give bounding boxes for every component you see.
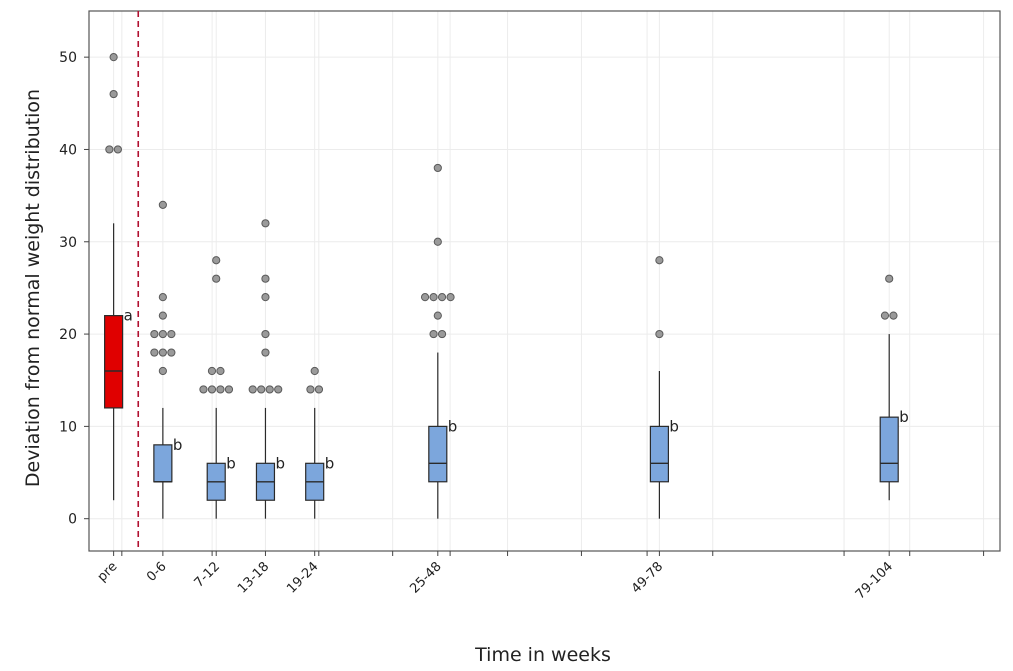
x-tick-label: 19-24	[284, 559, 321, 596]
outlier-point	[420, 293, 430, 302]
box-group-25-48: b	[420, 163, 458, 519]
outlier-point	[248, 385, 257, 394]
outlier-point	[216, 366, 225, 376]
outlier-point	[109, 89, 118, 99]
outlier-point	[274, 385, 283, 394]
outlier-point	[437, 293, 447, 302]
x-tick-label: 13-18	[235, 559, 272, 596]
outlier-point	[265, 385, 274, 394]
significance-letter: b	[275, 454, 285, 472]
x-tick-label: 79-104	[853, 559, 896, 602]
outlier-point	[261, 219, 270, 228]
outlier-point	[433, 163, 442, 173]
outlier-point	[655, 256, 664, 265]
x-axis: pre 0-6 7-12 13-18 19-24 25-48 49-78 79-104	[95, 551, 985, 602]
outlier-point	[261, 348, 270, 357]
outlier-point	[261, 274, 270, 283]
outlier-point	[158, 200, 167, 209]
outlier-point	[167, 329, 176, 339]
box-series: a b b b b b b b	[104, 53, 909, 519]
outlier-point	[880, 311, 890, 320]
outlier-point	[216, 385, 225, 394]
outlier-point	[212, 274, 221, 283]
y-axis-title: Deviation from normal weight distributio…	[22, 89, 44, 487]
x-tick-label: 25-48	[407, 559, 444, 596]
x-tick-label: 7-12	[192, 559, 223, 590]
outlier-point	[105, 145, 114, 154]
y-tick-label: 20	[59, 327, 77, 343]
x-tick-label: pre	[95, 559, 121, 585]
outlier-point	[158, 348, 167, 357]
box-group-pre: a	[104, 53, 133, 501]
plot-border	[88, 10, 1001, 552]
outlier-point	[261, 293, 270, 302]
significance-letter: b	[173, 436, 183, 454]
outlier-point	[306, 385, 315, 394]
box-group-13-18: b	[248, 219, 285, 519]
y-tick-label: 30	[59, 235, 77, 251]
significance-letter: b	[669, 417, 679, 435]
outlier-point	[429, 293, 438, 302]
significance-letter: b	[448, 417, 458, 435]
outlier-point	[885, 274, 894, 283]
y-tick-label: 10	[59, 419, 77, 435]
iqr-box	[879, 416, 899, 483]
y-tick-label: 40	[59, 142, 77, 158]
outlier-point	[433, 311, 442, 320]
outlier-point	[310, 366, 319, 376]
box-group-7-12: b	[199, 256, 236, 519]
significance-letter: b	[325, 454, 335, 472]
outlier-point	[655, 329, 664, 339]
outlier-point	[167, 348, 176, 357]
significance-letter: b	[899, 408, 909, 426]
outlier-point	[150, 329, 159, 339]
outlier-point	[889, 311, 898, 320]
outlier-point	[158, 311, 167, 320]
y-tick-label: 50	[59, 50, 77, 66]
outlier-point	[158, 293, 167, 302]
outlier-point	[437, 329, 447, 339]
box-group-19-24: b	[305, 366, 335, 519]
outlier-point	[257, 385, 266, 394]
y-axis: 0 10 20 30 40 50	[59, 50, 89, 528]
outlier-point	[109, 53, 118, 62]
outlier-point	[433, 237, 442, 246]
outlier-point	[207, 366, 217, 376]
outlier-point	[314, 385, 324, 394]
outlier-point	[429, 329, 438, 339]
box-group-49-78: b	[649, 256, 679, 519]
box-group-0-6: b	[150, 200, 183, 519]
iqr-box	[104, 315, 124, 409]
outlier-point	[158, 366, 167, 376]
significance-letter: a	[124, 307, 133, 325]
outlier-point	[207, 385, 217, 394]
outlier-point	[199, 385, 208, 394]
outlier-point	[113, 145, 122, 154]
outlier-point	[446, 293, 455, 302]
outlier-point	[224, 385, 234, 394]
y-tick-label: 0	[68, 512, 77, 528]
outlier-point	[212, 256, 221, 265]
outlier-point	[150, 348, 159, 357]
box-group-79-104: b	[879, 274, 909, 501]
x-tick-label: 49-78	[629, 559, 666, 596]
x-tick-label: 0-6	[144, 559, 170, 585]
outlier-point	[158, 329, 167, 339]
outlier-point	[261, 329, 270, 339]
iqr-box	[649, 425, 670, 483]
iqr-box	[428, 425, 448, 483]
iqr-box	[153, 444, 173, 483]
x-axis-title: Time in weeks	[474, 644, 611, 666]
significance-letter: b	[226, 454, 236, 472]
